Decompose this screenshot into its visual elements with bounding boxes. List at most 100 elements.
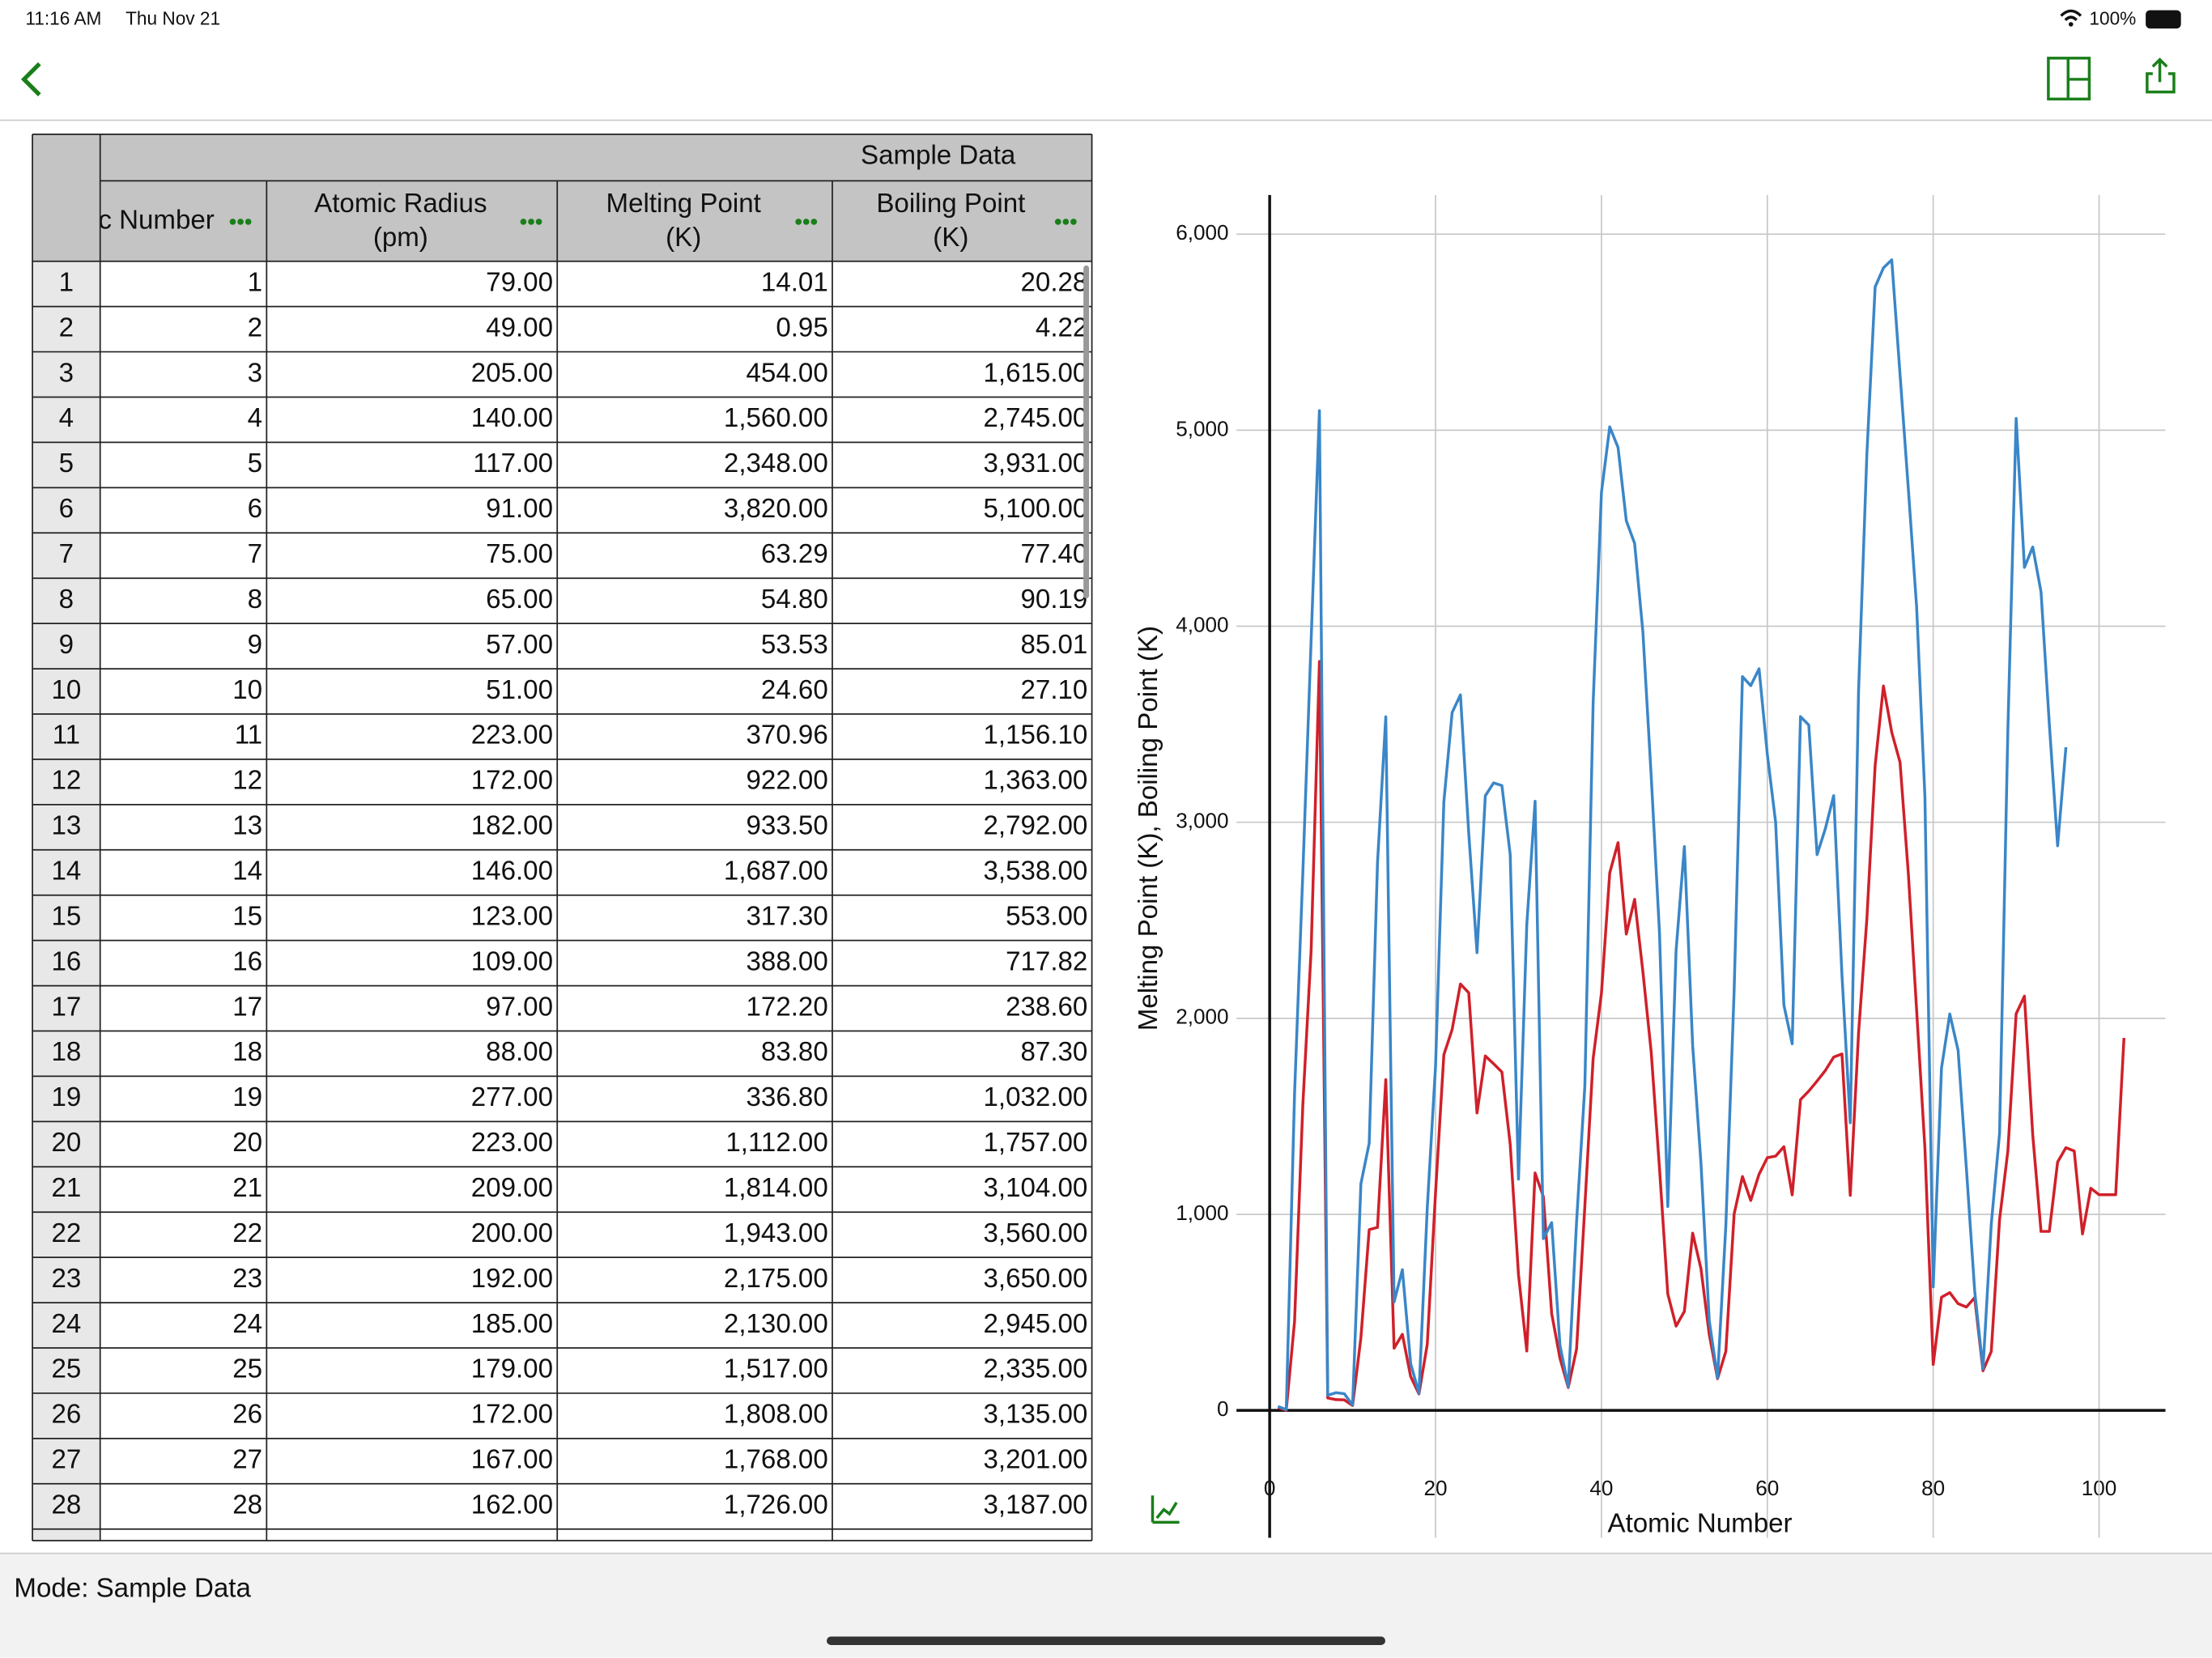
cell: 14	[232, 857, 262, 886]
cell: 5	[248, 449, 262, 478]
cell: 1,726.00	[724, 1490, 828, 1520]
cell: 3,104.00	[984, 1173, 1088, 1203]
cell: 65.00	[486, 585, 553, 614]
cell: 13	[232, 811, 262, 841]
cell: 1,814.00	[724, 1173, 828, 1203]
wifi-icon	[2060, 9, 2082, 22]
group-header: Sample Data	[861, 141, 1016, 171]
row-number: 11	[53, 721, 80, 750]
cell: 277.00	[471, 1082, 553, 1112]
row-number: 2	[59, 312, 74, 342]
cell: 6	[248, 494, 262, 524]
status-battery: 100%	[2089, 8, 2136, 29]
cell: 1	[248, 267, 262, 297]
row-number: 24	[51, 1309, 81, 1339]
back-button[interactable]	[20, 62, 41, 96]
column-header: Atomic Radius (pm)	[314, 189, 487, 253]
cell: 2	[248, 312, 262, 342]
chart: 01,0002,0003,0004,0005,0006,000020406080…	[1134, 194, 2166, 1539]
cell: 0.95	[776, 312, 827, 342]
cell: 8	[248, 585, 262, 614]
cell: 21	[232, 1173, 262, 1203]
cell: 79.00	[486, 267, 553, 297]
mode-label: Mode: Sample Data	[14, 1574, 251, 1604]
cell: 922.00	[747, 766, 828, 796]
row-number: 8	[59, 585, 74, 614]
cell: 1,943.00	[724, 1218, 828, 1248]
row-number: 25	[51, 1354, 81, 1384]
cell: 3,538.00	[984, 857, 1088, 886]
cell: 2,175.00	[724, 1264, 828, 1294]
cell: 7	[248, 539, 262, 569]
cell: 2,745.00	[984, 403, 1088, 433]
share-button[interactable]	[2146, 57, 2176, 94]
column-menu-dot	[229, 219, 236, 225]
cell: 370.96	[747, 721, 828, 750]
cell: 85.01	[1021, 630, 1088, 660]
column-menu-dot	[795, 219, 802, 225]
column-menu-dot	[520, 219, 527, 225]
y-tick-label: 5,000	[1176, 416, 1228, 440]
cell: 1,615.00	[984, 358, 1088, 388]
cell: 5,100.00	[984, 494, 1088, 524]
column-menu-dot	[1062, 219, 1070, 225]
cell: 172.00	[471, 766, 553, 796]
cell: 2,945.00	[984, 1309, 1088, 1339]
chart-options-button[interactable]	[1151, 1495, 1180, 1524]
cell: 109.00	[471, 946, 553, 976]
cell: 1,757.00	[984, 1128, 1088, 1158]
cell: 17	[232, 992, 262, 1022]
y-tick-label: 1,000	[1176, 1201, 1228, 1225]
row-number: 26	[51, 1400, 81, 1430]
row-number: 14	[51, 857, 81, 886]
cell: 1,560.00	[724, 403, 828, 433]
cell: 2,348.00	[724, 449, 828, 478]
row-number: 7	[59, 539, 74, 569]
y-tick-label: 6,000	[1176, 220, 1228, 244]
x-axis-label: Atomic Number	[1608, 1509, 1793, 1539]
series-line	[1277, 258, 2068, 1411]
row-number: 21	[51, 1173, 81, 1203]
column-menu-dot	[245, 219, 252, 225]
cell: 3,820.00	[724, 494, 828, 524]
cell: 200.00	[471, 1218, 553, 1248]
battery-icon	[2146, 10, 2181, 29]
cell: 123.00	[471, 901, 553, 931]
cell: 9	[248, 630, 262, 660]
layout-button[interactable]	[2047, 57, 2091, 101]
row-number: 16	[51, 946, 81, 976]
cell: 1,808.00	[724, 1400, 828, 1430]
cell: 223.00	[471, 721, 553, 750]
cell: 87.30	[1021, 1037, 1088, 1067]
cell: 185.00	[471, 1309, 553, 1339]
row-number: 6	[59, 494, 74, 524]
cell: 2,335.00	[984, 1354, 1088, 1384]
row-number: 23	[51, 1264, 81, 1294]
row-number: 19	[51, 1082, 81, 1112]
cell: 4.22	[1036, 312, 1087, 342]
row-number: 28	[51, 1490, 81, 1520]
cell: 238.60	[1006, 992, 1087, 1022]
cell: 19	[232, 1082, 262, 1112]
cell: 146.00	[471, 857, 553, 886]
cell: 77.40	[1021, 539, 1088, 569]
column-menu-dot	[802, 219, 810, 225]
row-number: 9	[59, 630, 74, 660]
cell: 1,768.00	[724, 1445, 828, 1475]
cell: 162.00	[471, 1490, 553, 1520]
cell: 179.00	[471, 1354, 553, 1384]
cell: 1,363.00	[984, 766, 1088, 796]
cell: 12	[232, 766, 262, 796]
row-number: 10	[51, 675, 81, 705]
cell: 336.80	[747, 1082, 828, 1112]
cell: 14.01	[761, 267, 828, 297]
header-bg	[32, 134, 1092, 261]
y-tick-label: 4,000	[1176, 612, 1228, 636]
cell: 3,560.00	[984, 1218, 1088, 1248]
cell: 1,112.00	[725, 1128, 827, 1158]
cell: 51.00	[486, 675, 553, 705]
cell: 63.29	[761, 539, 828, 569]
